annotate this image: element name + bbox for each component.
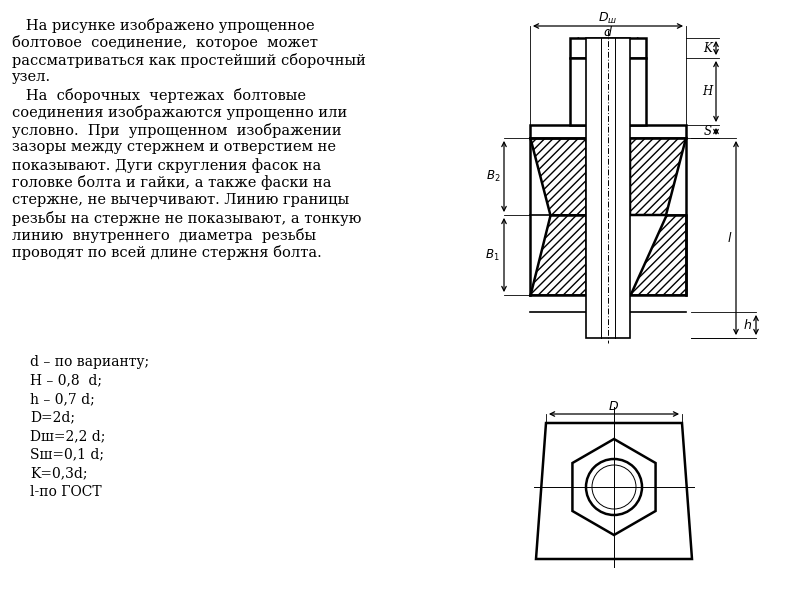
Text: стержне, не вычерчивают. Линию границы: стержне, не вычерчивают. Линию границы — [12, 193, 350, 207]
Text: зазоры между стержнем и отверстием не: зазоры между стержнем и отверстием не — [12, 140, 336, 154]
Text: $l$: $l$ — [726, 231, 732, 245]
Text: узел.: узел. — [12, 70, 51, 85]
Text: H – 0,8  d;: H – 0,8 d; — [30, 373, 102, 388]
Text: S: S — [704, 125, 712, 138]
Polygon shape — [630, 138, 686, 215]
Text: $D$: $D$ — [609, 400, 619, 413]
Text: D=2d;: D=2d; — [30, 410, 75, 425]
Text: линию  внутреннего  диаметра  резьбы: линию внутреннего диаметра резьбы — [12, 228, 316, 243]
Text: h – 0,7 d;: h – 0,7 d; — [30, 392, 94, 406]
Text: резьбы на стержне не показывают, а тонкую: резьбы на стержне не показывают, а тонку… — [12, 211, 362, 226]
Polygon shape — [536, 423, 692, 559]
Text: головке болта и гайки, а также фаски на: головке болта и гайки, а также фаски на — [12, 175, 331, 191]
Text: $d$: $d$ — [603, 25, 613, 39]
Text: $B_2$: $B_2$ — [486, 169, 500, 184]
Polygon shape — [530, 215, 586, 295]
Text: показывают. Дуги скругления фасок на: показывают. Дуги скругления фасок на — [12, 158, 322, 173]
Text: условно.  При  упрощенном  изображении: условно. При упрощенном изображении — [12, 123, 342, 138]
Text: $D_ш$: $D_ш$ — [598, 10, 618, 26]
Polygon shape — [530, 138, 586, 215]
Text: l-по ГОСТ: l-по ГОСТ — [30, 485, 102, 499]
Text: На  сборочных  чертежах  болтовые: На сборочных чертежах болтовые — [12, 88, 306, 103]
Text: Dш=2,2 d;: Dш=2,2 d; — [30, 429, 106, 443]
Polygon shape — [630, 215, 686, 295]
Text: K=0,3d;: K=0,3d; — [30, 466, 87, 480]
Bar — [570, 38, 646, 58]
Bar — [586, 38, 630, 338]
Text: рассматриваться как простейший сборочный: рассматриваться как простейший сборочный — [12, 53, 366, 68]
Text: $B_1$: $B_1$ — [486, 247, 500, 263]
Text: H: H — [702, 85, 712, 98]
Text: $h$: $h$ — [743, 318, 752, 332]
Bar — [530, 125, 686, 138]
Text: болтовое  соединение,  которое  может: болтовое соединение, которое может — [12, 35, 318, 50]
Polygon shape — [573, 439, 655, 535]
Text: d – по варианту;: d – по варианту; — [30, 355, 149, 369]
Text: соединения изображаются упрощенно или: соединения изображаются упрощенно или — [12, 106, 347, 121]
Text: K: K — [703, 41, 712, 55]
Text: На рисунке изображено упрощенное: На рисунке изображено упрощенное — [12, 18, 314, 33]
Text: Sш=0,1 d;: Sш=0,1 d; — [30, 448, 104, 461]
Text: проводят по всей длине стержня болта.: проводят по всей длине стержня болта. — [12, 245, 322, 260]
Bar — [570, 58, 646, 125]
